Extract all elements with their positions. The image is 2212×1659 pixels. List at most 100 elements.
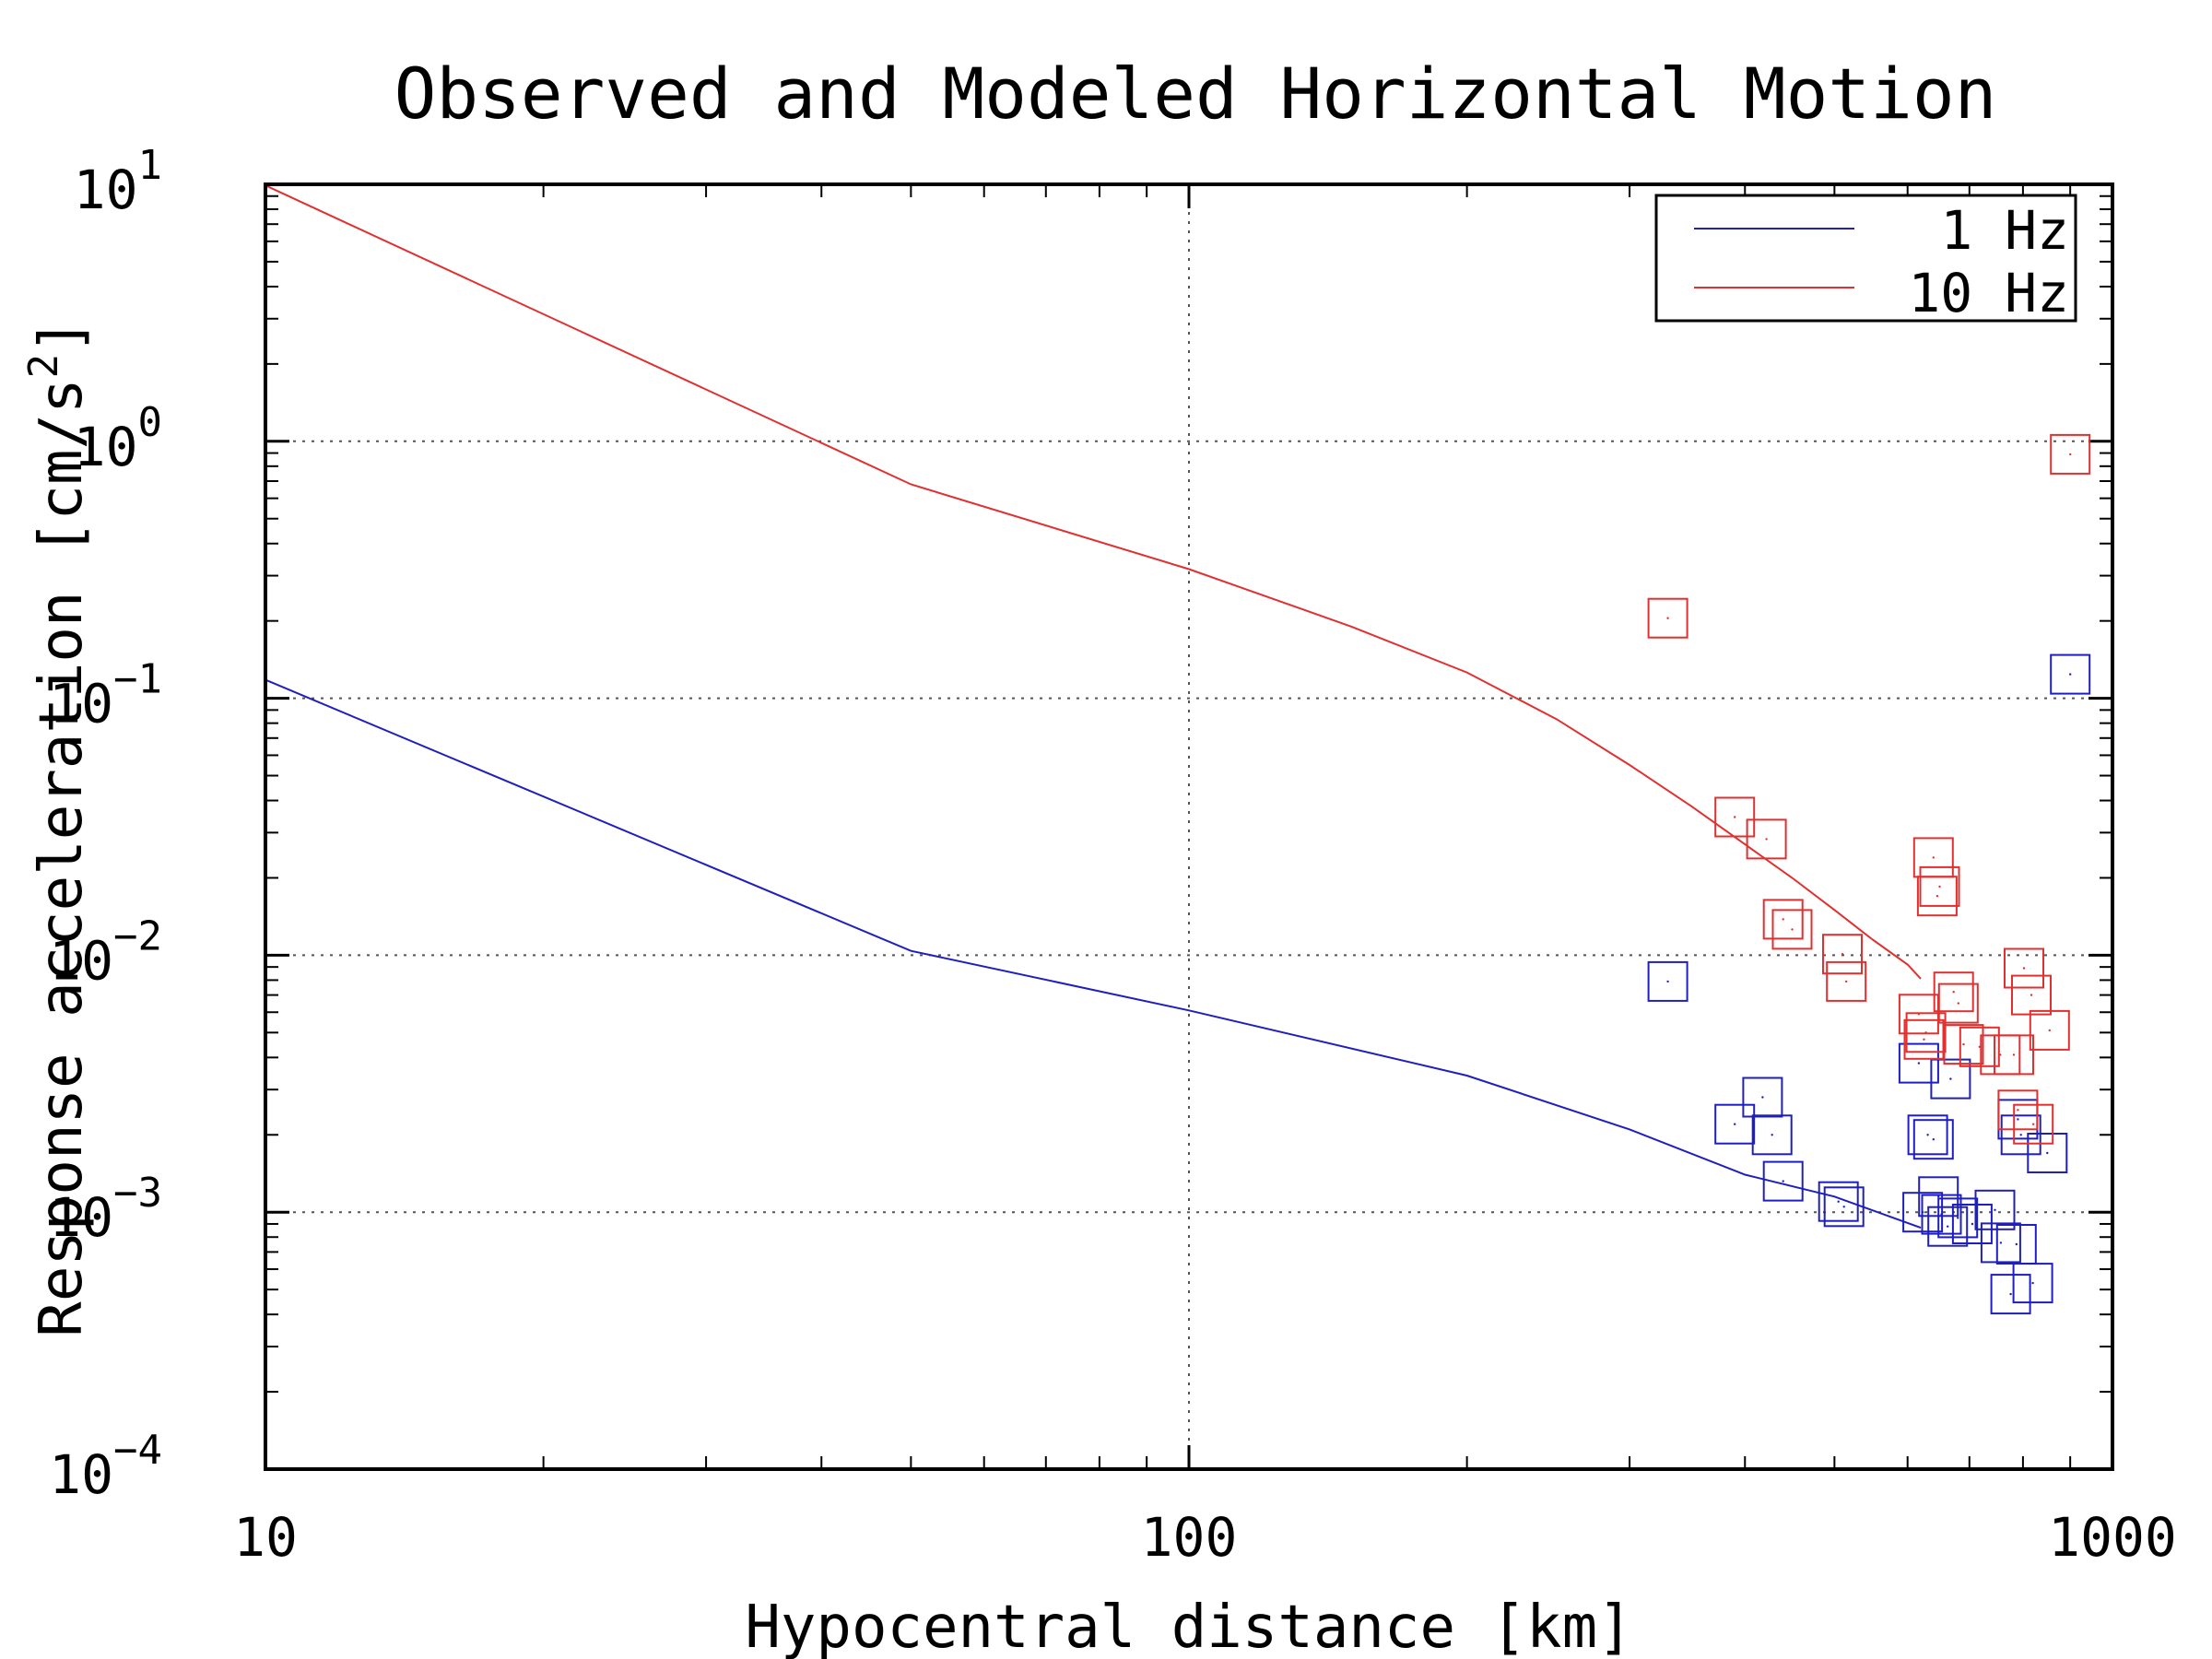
observed-point-center-10hz xyxy=(1962,1042,1965,1046)
legend-label-10hz: 10 Hz xyxy=(1908,262,2069,324)
y-tick-label-base: 10 xyxy=(49,929,113,992)
observed-point-10hz xyxy=(1746,818,1787,860)
observed-point-center-1hz xyxy=(1947,1225,1949,1228)
x-tick-label: 100 xyxy=(1141,1506,1238,1569)
y-axis-label-main: Response acceleration [cm/s xyxy=(28,378,96,1336)
observed-point-center-1hz xyxy=(2015,1242,2018,1246)
observed-point-1hz xyxy=(1647,960,1688,1002)
observed-point-center-10hz xyxy=(2030,994,2033,996)
observed-point-center-10hz xyxy=(2022,967,2026,970)
observed-point-1hz xyxy=(1907,1114,1948,1156)
major-ticks xyxy=(264,182,2114,1471)
observed-point-center-10hz xyxy=(2069,453,2072,456)
observed-point-center-10hz xyxy=(1845,980,1848,983)
observed-point-1hz xyxy=(2027,1133,2068,1173)
observed-point-1hz xyxy=(1751,1114,1793,1156)
observed-point-center-10hz xyxy=(2012,1053,2016,1056)
observed-point-1hz xyxy=(1990,1274,2031,1315)
minor-ticks xyxy=(265,184,2112,1469)
observed-point-center-1hz xyxy=(2069,673,2072,676)
observed-point-10hz xyxy=(1933,971,1974,1013)
observed-point-center-1hz xyxy=(1940,1213,1943,1216)
observed-point-center-10hz xyxy=(2032,1123,2035,1125)
observed-point-center-1hz xyxy=(1734,1123,1736,1125)
observed-point-center-1hz xyxy=(1842,1206,1845,1208)
observed-point-10hz xyxy=(1943,1024,1984,1065)
observed-point-center-10hz xyxy=(1957,1002,1959,1005)
observed-point-center-10hz xyxy=(1999,1053,2002,1056)
observed-point-center-1hz xyxy=(1999,1241,2003,1244)
observed-point-10hz xyxy=(2029,1009,2070,1051)
observed-point-1hz xyxy=(1818,1181,1859,1222)
y-axis-label-close: ] xyxy=(28,318,96,354)
observed-point-center-1hz xyxy=(1994,1208,1996,1212)
series-1hz xyxy=(265,653,2091,1315)
model-line-1hz xyxy=(265,678,1922,1230)
x-tick-labels: 10 100 1000 xyxy=(233,1506,2177,1569)
observed-point-1hz xyxy=(1980,1222,2021,1264)
observed-point-center-1hz xyxy=(1837,1200,1840,1203)
observed-point-1hz xyxy=(1930,1058,1971,1100)
x-tick-label: 10 xyxy=(233,1506,298,1569)
observed-point-10hz xyxy=(2011,974,2052,1016)
observed-point-center-1hz xyxy=(1917,1062,1921,1065)
observed-point-center-1hz xyxy=(1932,1138,1935,1141)
y-tick-label: 10−1 xyxy=(49,656,162,735)
observed-point-10hz xyxy=(1916,876,1958,917)
observed-point-1hz xyxy=(2050,653,2091,695)
observed-point-center-1hz xyxy=(1761,1096,1764,1099)
observed-point-10hz xyxy=(1905,1012,1947,1053)
observed-point-center-1hz xyxy=(1771,1134,1773,1136)
x-tick-label: 1000 xyxy=(2048,1506,2177,1569)
observed-point-10hz xyxy=(1994,1034,2034,1076)
observed-point-center-10hz xyxy=(2048,1029,2051,1032)
y-axis-label: Response acceleration [cm/s2] xyxy=(20,318,96,1336)
observed-point-center-10hz xyxy=(1938,885,1941,888)
observed-point-center-10hz xyxy=(1923,1038,1925,1041)
observed-point-center-1hz xyxy=(2019,1134,2022,1136)
y-tick-label: 10−4 xyxy=(49,1427,162,1506)
observed-point-center-1hz xyxy=(1926,1134,1929,1136)
y-tick-label-exponent: −3 xyxy=(113,1170,162,1217)
y-tick-label-base: 10 xyxy=(49,673,113,735)
y-tick-label-exponent: 1 xyxy=(138,142,163,189)
series-10hz xyxy=(265,184,2091,1145)
plot-frame xyxy=(264,182,2114,1471)
y-tick-label: 100 xyxy=(74,399,162,478)
observed-point-1hz xyxy=(1762,1160,1804,1202)
observed-point-10hz xyxy=(2050,433,2091,475)
observed-point-center-10hz xyxy=(2017,1109,2019,1112)
observed-point-10hz xyxy=(1937,982,1979,1024)
observed-point-1hz xyxy=(1823,1186,1865,1228)
y-tick-label-exponent: −1 xyxy=(113,656,162,703)
observed-point-10hz xyxy=(1997,1089,2039,1131)
observed-point-center-10hz xyxy=(1936,895,1939,898)
y-tick-label-exponent: 0 xyxy=(138,399,163,446)
observed-point-10hz xyxy=(1959,1026,2000,1067)
observed-point-1hz xyxy=(1912,1119,1954,1160)
y-tick-label-base: 10 xyxy=(49,1443,113,1506)
observed-point-10hz xyxy=(1826,960,1867,1002)
observed-point-1hz xyxy=(1937,1197,1979,1239)
y-tick-label-exponent: −4 xyxy=(113,1427,162,1474)
chart-title: Observed and Modeled Horizontal Motion xyxy=(394,53,1997,135)
observed-point-center-1hz xyxy=(2009,1292,2012,1296)
observed-point-center-10hz xyxy=(1952,991,1955,994)
observed-point-1hz xyxy=(1898,1042,1939,1084)
observed-point-10hz xyxy=(2004,947,2044,989)
legend-box xyxy=(1654,194,2077,323)
observed-point-center-1hz xyxy=(1957,1217,1959,1219)
observed-point-center-10hz xyxy=(1734,816,1736,818)
observed-point-1hz xyxy=(1974,1189,2016,1230)
y-tick-label-exponent: −2 xyxy=(113,912,162,959)
observed-point-center-1hz xyxy=(1937,1195,1940,1198)
legend-label-1hz: 1 Hz xyxy=(1940,199,2069,262)
y-tick-label: 10−2 xyxy=(49,912,162,992)
observed-point-10hz xyxy=(1647,597,1688,639)
y-tick-label-base: 10 xyxy=(49,1186,113,1249)
observed-point-center-1hz xyxy=(1949,1077,1952,1080)
observed-point-10hz xyxy=(1771,909,1813,950)
model-line-10hz xyxy=(265,184,1922,980)
observed-point-10hz xyxy=(1714,796,1756,838)
